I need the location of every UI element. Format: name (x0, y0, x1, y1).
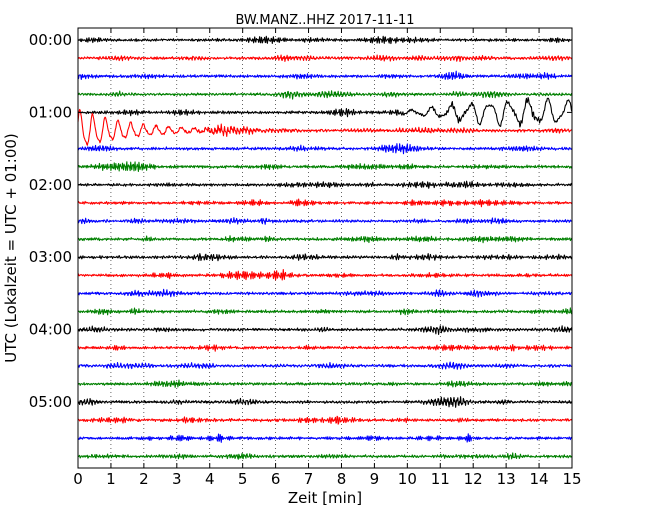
x-tick-label: 5 (238, 470, 248, 488)
x-tick-label: 15 (562, 470, 581, 488)
seismic-trace (77, 433, 573, 443)
x-tick-label: 2 (139, 470, 149, 488)
y-tick-label: 00:00 (29, 31, 72, 49)
seismic-trace (77, 161, 573, 173)
x-tick-label: 14 (530, 470, 549, 488)
x-tick-label: 8 (337, 470, 347, 488)
trace-group (77, 35, 573, 460)
seismic-trace (77, 235, 573, 244)
seismic-trace (77, 70, 573, 81)
y-tick-label: 05:00 (29, 393, 72, 411)
plot-frame (77, 27, 573, 469)
seismic-trace (77, 90, 573, 100)
x-tick-label: 12 (464, 470, 483, 488)
seismic-trace (77, 361, 573, 370)
seismic-trace (77, 307, 573, 316)
y-tick-label: 03:00 (29, 248, 72, 266)
seismic-trace (77, 288, 573, 298)
seismic-trace (77, 344, 573, 352)
x-tick-label: 4 (205, 470, 215, 488)
plot-background (78, 28, 572, 468)
seismic-trace (77, 217, 573, 225)
y-tick-label: 02:00 (29, 176, 72, 194)
x-tick-label: 1 (106, 470, 116, 488)
seismic-trace (77, 54, 573, 63)
seismic-trace (77, 396, 573, 408)
x-tick-label: 0 (73, 470, 83, 488)
y-axis: 00:00 01:00 02:00 03:00 04:00 05:00 (29, 31, 572, 411)
seismic-trace (77, 268, 573, 281)
x-tick-label: 7 (304, 470, 314, 488)
x-tick-label: 10 (398, 470, 417, 488)
seismic-trace (77, 180, 573, 189)
seismic-trace (77, 198, 573, 208)
x-axis-label: Zeit [min] (288, 489, 362, 507)
seismic-trace (77, 253, 573, 262)
chart-title: BW.MANZ..HHZ 2017-11-11 (235, 13, 414, 28)
x-tick-label: 13 (497, 470, 516, 488)
seismic-trace (77, 35, 573, 45)
x-tick-label: 3 (172, 470, 182, 488)
x-tick-label: 11 (431, 470, 450, 488)
seismic-trace (77, 96, 573, 128)
seismic-trace (77, 108, 573, 146)
x-tick-label: 6 (271, 470, 281, 488)
seismic-trace (77, 379, 573, 388)
y-tick-label: 01:00 (29, 103, 72, 121)
seismic-trace (77, 325, 573, 335)
seismic-trace (77, 452, 573, 460)
seismic-trace (77, 143, 573, 155)
y-tick-label: 04:00 (29, 321, 72, 339)
x-axis: 0 1 2 3 4 5 6 7 8 9 10 11 12 13 14 15 (73, 28, 582, 488)
seismic-trace (77, 415, 573, 425)
y-axis-label: UTC (Lokalzeit = UTC + 01:00) (2, 133, 20, 363)
x-tick-label: 9 (370, 470, 380, 488)
grid-lines (110, 28, 540, 468)
